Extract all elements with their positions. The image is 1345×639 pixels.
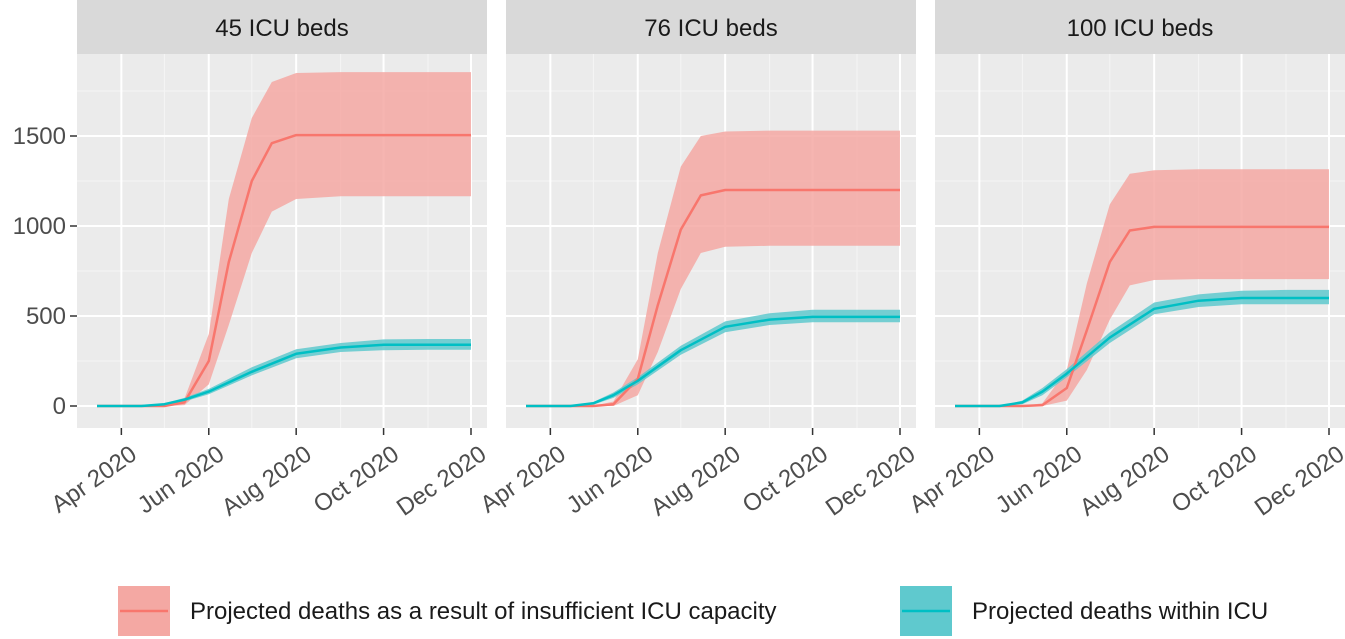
x-tick-label: Aug 2020 (646, 441, 746, 522)
x-tick-label: Jun 2020 (562, 441, 658, 520)
x-tick-label: Oct 2020 (738, 441, 833, 519)
facet-title: 76 ICU beds (644, 15, 777, 42)
x-tick-label: Jun 2020 (133, 441, 229, 520)
facet-title: 100 ICU beds (1067, 15, 1214, 42)
facet-strip (935, 0, 1345, 54)
x-tick-label: Aug 2020 (1075, 441, 1175, 522)
legend: Projected deaths as a result of insuffic… (118, 586, 1268, 636)
facet-title: 45 ICU beds (215, 15, 348, 42)
facet-strip (506, 0, 916, 54)
series-ribbon (526, 130, 900, 406)
series-ribbon (526, 309, 900, 406)
x-tick-label: Dec 2020 (1250, 441, 1345, 522)
x-tick-label: Apr 2020 (905, 441, 1000, 519)
x-tick-label: Jun 2020 (991, 441, 1087, 520)
series-ribbon (97, 72, 471, 406)
series-line (97, 343, 471, 408)
series-line (526, 188, 900, 408)
x-tick-label: Oct 2020 (309, 441, 404, 519)
x-tick-label: Oct 2020 (1167, 441, 1262, 519)
series-ribbon (955, 169, 1329, 406)
series-line (97, 133, 471, 408)
y-tick-label: 1000 (13, 213, 66, 240)
legend-label-within-icu: Projected deaths within ICU (972, 598, 1268, 625)
series-ribbon (955, 289, 1329, 406)
x-tick-label: Aug 2020 (217, 441, 317, 522)
y-tick-label: 1500 (13, 123, 66, 150)
legend-label-insufficient-capacity: Projected deaths as a result of insuffic… (190, 598, 777, 625)
facet-strip (77, 0, 487, 54)
series-line (955, 225, 1329, 408)
y-tick-label: 0 (53, 393, 66, 420)
x-tick-label: Apr 2020 (476, 441, 571, 519)
x-tick-label: Dec 2020 (392, 441, 492, 522)
series-line (955, 296, 1329, 408)
x-tick-label: Apr 2020 (47, 441, 142, 519)
series-line (526, 315, 900, 408)
y-tick-label: 500 (26, 303, 66, 330)
x-tick-label: Dec 2020 (821, 441, 921, 522)
